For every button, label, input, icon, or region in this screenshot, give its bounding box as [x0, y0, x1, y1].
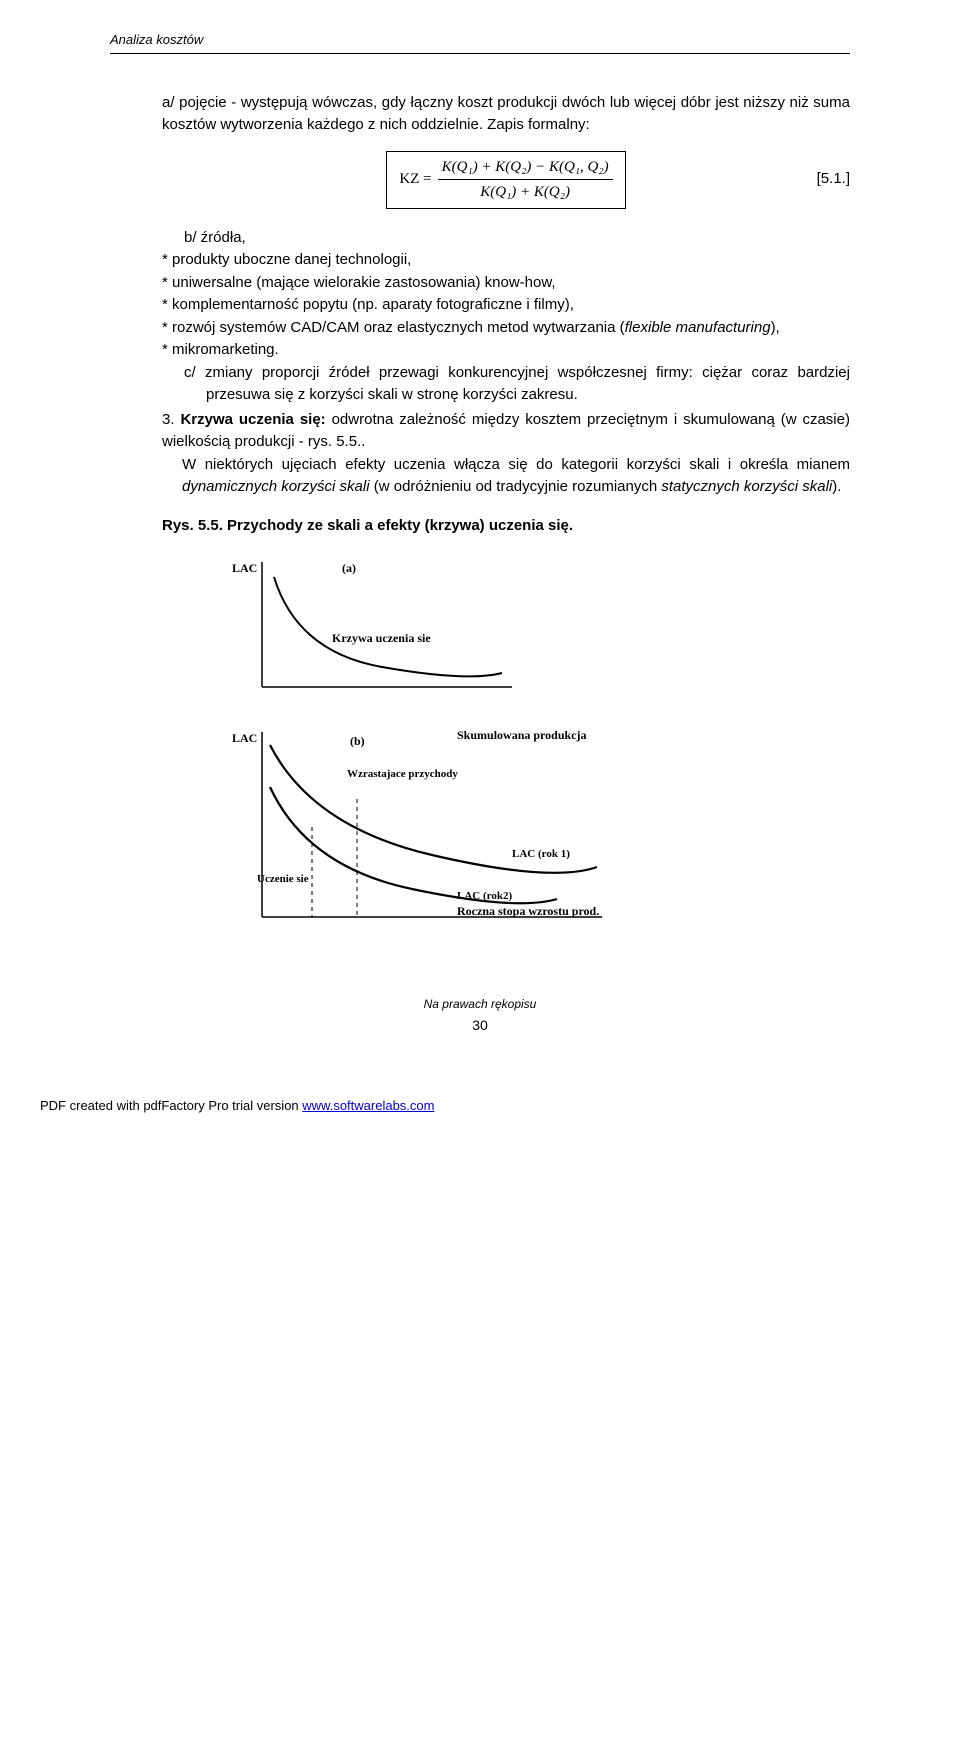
formula-prefix: KZ =	[399, 168, 431, 191]
b-head: b/ źródła,	[184, 227, 850, 250]
sub2-label: Uczenie sie	[257, 873, 309, 885]
panel-a-label: (a)	[342, 561, 356, 575]
figure-title: Rys. 5.5. Przychody ze skali a efekty (k…	[162, 515, 850, 538]
c-item: c/ zmiany proporcji źródeł przewagi konk…	[184, 362, 850, 407]
panel-b-xlabel: Skumulowana produkcja	[457, 728, 587, 742]
pdf-prefix: PDF created with pdfFactory Pro trial ve…	[40, 1098, 302, 1113]
b-item-3: * komplementarność popytu (np. aparaty f…	[162, 294, 850, 317]
sub1-label: Wzrastajace przychody	[347, 768, 458, 780]
item-3: 3. Krzywa uczenia się: odwrotna zależnoś…	[162, 409, 850, 454]
b-item-2: * uniwersalne (mające wielorakie zastoso…	[162, 272, 850, 295]
caption-b: Roczna stopa wzrostu prod.	[457, 904, 599, 918]
formula-fraction: K(Q₁) + K(Q₂) − K(Q₁, Q₂) K(Q₁) + K(Q₂)	[438, 156, 613, 204]
curve-label-a: Krzywa uczenia sie	[332, 631, 431, 645]
b-item-4: * rozwój systemów CAD/CAM oraz elastyczn…	[162, 317, 850, 340]
formula-numerator: K(Q₁) + K(Q₂) − K(Q₁, Q₂)	[438, 156, 613, 181]
panel-a-ylabel: LAC	[232, 561, 257, 575]
item-3b: W niektórych ujęciach efekty uczenia włą…	[182, 454, 850, 499]
footer-note: Na prawach rękopisu	[110, 995, 850, 1013]
header-title: Analiza kosztów	[110, 30, 850, 54]
formula-row: KZ = K(Q₁) + K(Q₂) − K(Q₁, Q₂) K(Q₁) + K…	[162, 151, 850, 209]
pdf-footer: PDF created with pdfFactory Pro trial ve…	[40, 1096, 850, 1116]
formula-box: KZ = K(Q₁) + K(Q₂) − K(Q₁, Q₂) K(Q₁) + K…	[386, 151, 625, 209]
panel-b: LAC (b) Skumulowana produkcja Wzrastajac…	[232, 728, 602, 918]
lac1-label: LAC (rok 1)	[512, 848, 570, 860]
para-a: a/ pojęcie - występują wówczas, gdy łącz…	[162, 92, 850, 137]
formula-denominator: K(Q₁) + K(Q₂)	[476, 180, 574, 204]
panel-a: LAC (a) Krzywa uczenia sie	[232, 561, 512, 687]
chart-svg: LAC (a) Krzywa uczenia sie LAC (b) Skumu…	[202, 547, 722, 967]
equation-number: [5.1.]	[817, 168, 850, 191]
content-block: a/ pojęcie - występują wówczas, gdy łącz…	[162, 92, 850, 968]
b-item-4-text: * rozwój systemów CAD/CAM oraz elastyczn…	[162, 319, 780, 336]
panel-b-ylabel: LAC	[232, 731, 257, 745]
b-item-5: * mikromarketing.	[162, 339, 850, 362]
lac2-label: LAC (rok2)	[457, 890, 512, 902]
chart-area: LAC (a) Krzywa uczenia sie LAC (b) Skumu…	[202, 547, 850, 967]
list-b: b/ źródła, * produkty uboczne danej tech…	[162, 227, 850, 407]
panel-b-label: (b)	[350, 734, 365, 748]
footer-page: 30	[110, 1015, 850, 1036]
pdf-link[interactable]: www.softwarelabs.com	[302, 1098, 434, 1113]
b-item-1: * produkty uboczne danej technologii,	[162, 249, 850, 272]
